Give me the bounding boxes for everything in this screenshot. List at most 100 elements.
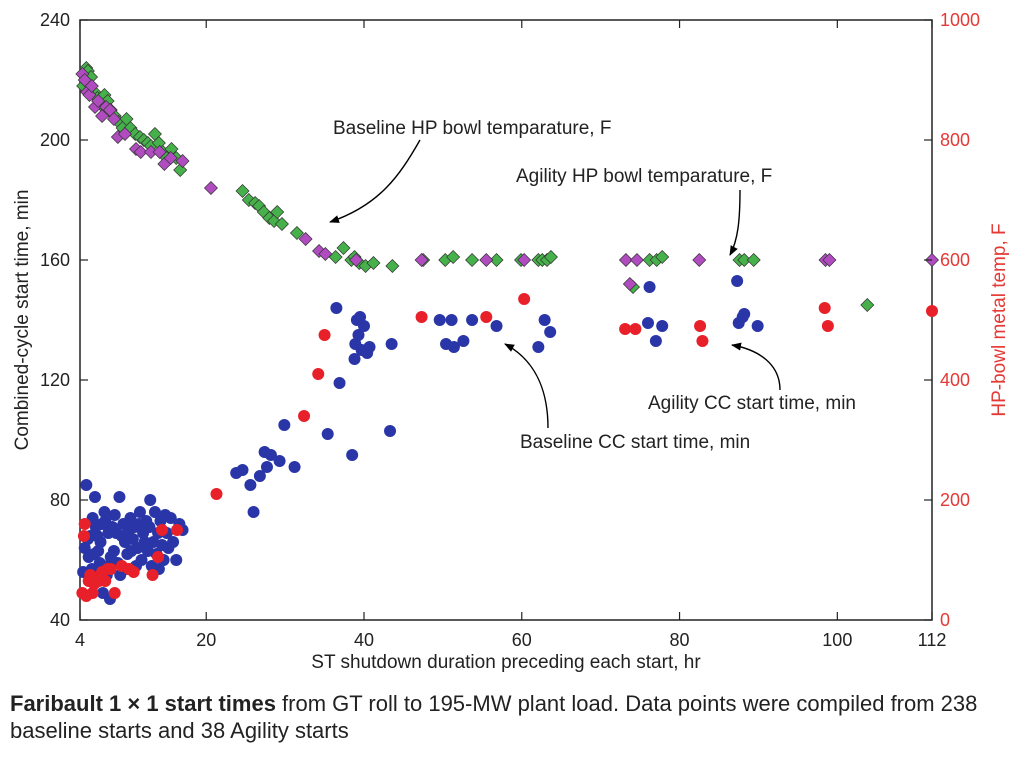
- data-point-circle: [333, 377, 346, 389]
- figure-caption: Faribault 1 × 1 start times from GT roll…: [10, 690, 1020, 744]
- data-point-circle: [170, 554, 183, 566]
- y-tick-label: 120: [40, 370, 70, 390]
- y-tick-label: 160: [40, 250, 70, 270]
- data-point-circle: [99, 575, 112, 587]
- x-tick-label: 100: [822, 630, 852, 650]
- data-point-diamond: [163, 151, 178, 165]
- data-point-circle: [236, 464, 249, 476]
- data-point-circle: [80, 479, 93, 491]
- data-point-circle: [98, 506, 111, 518]
- data-point-circle: [152, 551, 165, 563]
- y2-tick-label: 600: [940, 250, 970, 270]
- x-tick-label: 20: [196, 630, 216, 650]
- data-point-diamond: [106, 112, 121, 126]
- annotation-label: Agility HP bowl temparature, F: [516, 166, 772, 187]
- data-point-diamond: [414, 253, 429, 267]
- data-point-circle: [751, 320, 764, 332]
- y2-tick-label: 200: [940, 490, 970, 510]
- data-point-circle: [821, 320, 834, 332]
- data-point-diamond: [175, 154, 190, 168]
- annotation-label: Agility CC start time, min: [648, 393, 856, 414]
- data-point-circle: [656, 320, 669, 332]
- data-point-circle: [78, 542, 91, 554]
- data-point-circle: [78, 518, 91, 530]
- data-point-circle: [445, 314, 458, 326]
- data-point-diamond: [318, 247, 333, 261]
- x-tick-label: 60: [512, 630, 532, 650]
- data-point-circle: [244, 479, 257, 491]
- data-point-circle: [278, 419, 291, 431]
- data-point-circle: [260, 461, 273, 473]
- data-point-circle: [926, 305, 938, 317]
- data-point-diamond: [203, 181, 218, 195]
- data-point-circle: [127, 566, 140, 578]
- data-point-diamond: [489, 253, 504, 267]
- data-point-circle: [124, 512, 137, 524]
- data-point-diamond: [465, 253, 480, 267]
- data-point-diamond: [629, 253, 644, 267]
- x-tick-label: 80: [670, 630, 690, 650]
- data-point-diamond: [84, 79, 99, 93]
- y2-axis-title: HP-bowl metal temp, F: [989, 223, 1010, 416]
- data-point-circle: [126, 533, 139, 545]
- data-point-circle: [330, 302, 343, 314]
- data-point-diamond: [91, 94, 106, 108]
- y2-tick-label: 800: [940, 130, 970, 150]
- data-point-circle: [447, 341, 460, 353]
- data-point-circle: [538, 314, 551, 326]
- data-point-circle: [346, 449, 359, 461]
- axis-ticks: 4 20 40 60 80 100 112 40 80 120 160 200 240 0 200 400 60…: [40, 10, 980, 650]
- y-tick-label: 40: [50, 610, 70, 630]
- data-point-circle: [138, 536, 151, 548]
- data-point-circle: [457, 335, 470, 347]
- data-point-diamond: [366, 256, 381, 270]
- y2-tick-label: 1000: [940, 10, 980, 30]
- data-point-circle: [264, 449, 277, 461]
- y2-tick-label: 400: [940, 370, 970, 390]
- x-tick-label: 40: [354, 630, 374, 650]
- annotation-arrow: [504, 343, 549, 429]
- data-point-circle: [167, 536, 180, 548]
- data-point-diamond: [133, 145, 148, 159]
- data-point-circle: [385, 338, 398, 350]
- data-point-diamond: [385, 259, 400, 273]
- data-point-diamond: [692, 253, 707, 267]
- data-point-diamond: [446, 250, 461, 264]
- data-point-diamond: [336, 241, 351, 255]
- data-point-circle: [433, 314, 446, 326]
- data-point-circle: [108, 509, 121, 521]
- scatter-chart: 4 20 40 60 80 100 112 40 80 120 160 200 240 0 200 400 60…: [12, 10, 1010, 673]
- data-point-circle: [619, 323, 632, 335]
- data-point-circle: [321, 428, 334, 440]
- data-point-circle: [86, 587, 99, 599]
- data-point-circle: [143, 521, 156, 533]
- data-point-circle: [88, 491, 101, 503]
- data-point-diamond: [349, 253, 364, 267]
- data-point-diamond: [860, 298, 875, 312]
- data-points: [75, 61, 939, 605]
- data-point-circle: [92, 545, 105, 557]
- annotation-arrow: [329, 139, 421, 223]
- data-point-diamond: [655, 250, 670, 264]
- data-point-circle: [156, 524, 169, 536]
- data-point-diamond: [235, 184, 250, 198]
- data-point-diamond: [328, 250, 343, 264]
- data-point-diamond: [822, 253, 837, 267]
- y-tick-label: 200: [40, 130, 70, 150]
- data-point-diamond: [270, 205, 285, 219]
- data-point-circle: [358, 320, 370, 332]
- caption-bold: Faribault 1 × 1 start times: [10, 691, 276, 716]
- data-point-diamond: [746, 253, 761, 267]
- data-point-circle: [696, 335, 709, 347]
- plot-border: [79, 19, 933, 621]
- data-point-circle: [104, 563, 117, 575]
- caption-text: from GT roll to 195-MW plant load. Data …: [10, 691, 978, 743]
- data-point-circle: [352, 329, 365, 341]
- data-point-circle: [146, 569, 159, 581]
- data-point-diamond: [618, 253, 633, 267]
- data-point-circle: [694, 320, 707, 332]
- data-point-circle: [629, 323, 642, 335]
- data-point-circle: [298, 410, 311, 422]
- data-point-circle: [318, 329, 331, 341]
- data-point-diamond: [298, 232, 313, 246]
